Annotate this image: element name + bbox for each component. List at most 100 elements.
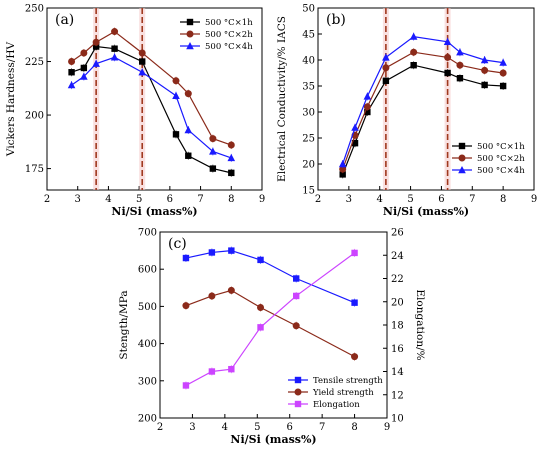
panel-1-series-0-point	[364, 108, 371, 116]
panel-2-legend-label: Elongation	[313, 400, 360, 410]
panel-1-frame	[317, 7, 535, 191]
panel-1-series-2-point	[456, 48, 464, 56]
panel-1-series-2-point	[480, 56, 489, 64]
panel-2-series-1-point	[351, 353, 359, 361]
panel-0-series-2-point	[138, 68, 147, 76]
panel-0-xtick-label: 2	[44, 194, 50, 205]
panel-0-series-0-point	[172, 131, 180, 138]
panel-1-legend-label: 500 °C×1h	[477, 142, 525, 152]
panel-0-ytick-label: 250	[25, 4, 44, 15]
panel-0-series-0-point	[228, 169, 235, 177]
panel-1-legend-marker	[458, 166, 466, 174]
panel-1-xtick-label: 5	[407, 194, 413, 205]
panel-1-xtick-label: 4	[377, 194, 383, 205]
panel-0-label: (a)	[55, 12, 74, 28]
panel-1-series-2-point	[443, 37, 452, 45]
panel-2-series-2-point	[351, 249, 358, 257]
panel-2-series-0-point	[208, 249, 216, 256]
panel-2-series-0-line	[185, 249, 355, 304]
panel-1-series-2-point	[363, 92, 372, 100]
panel-2-series-1-point	[227, 286, 235, 294]
panel-2-legend-marker	[294, 388, 302, 396]
panel-0-ytick-label: 225	[25, 57, 44, 68]
panel-2-xtick-label: 3	[189, 422, 195, 433]
panel-2-ytick-label: 300	[138, 376, 157, 387]
panel-2-xlabel: Ni/Si (mass%)	[230, 433, 316, 446]
panel-0-xlabel: Ni/Si (mass%)	[111, 205, 197, 218]
panel-2-series-2-point	[182, 382, 190, 389]
panel-0-series-1-point	[111, 28, 119, 36]
panel-1-ytick-label: 40	[302, 56, 315, 67]
panel-1-series-2-point	[409, 32, 418, 40]
panel-2-xtick-label: 8	[351, 422, 357, 433]
panel-1-series-1-point	[410, 48, 418, 56]
panel-0-series-1-point	[184, 90, 192, 98]
panel-2-xtick-label: 2	[157, 422, 163, 433]
panel-1-ytick-label: 45	[302, 30, 315, 41]
panel-0-series-2-point	[227, 153, 236, 162]
panel-1-series-1-point	[382, 64, 390, 72]
panel-2-series-1-point	[257, 304, 265, 312]
panel-1-xtick-label: 3	[346, 194, 352, 205]
panel-0-legend-marker	[186, 42, 194, 50]
panel-2-ytick-label: 700	[138, 228, 157, 239]
panel-2-ylabel: Stength/MPa	[118, 290, 130, 359]
panel-1-series-0-point	[481, 81, 488, 89]
panel-0-legend-marker	[186, 18, 194, 26]
panel-2-xtick-label: 5	[254, 422, 260, 433]
panel-2-ytick-label: 200	[138, 414, 157, 425]
panel-0-series-0-point	[209, 165, 217, 172]
panel-1-ytick-label: 50	[302, 4, 315, 15]
panel-0-ytick-label: 200	[25, 111, 44, 122]
panel-2-y2tick-label: 20	[391, 297, 404, 308]
panel-0-xtick-label: 5	[136, 194, 142, 205]
panel-1-xtick-label: 9	[531, 194, 537, 205]
panel-0-frame	[46, 7, 263, 191]
panel-2-ytick-label: 500	[138, 302, 157, 313]
panel-0-series-0-point	[111, 45, 118, 52]
panel-1-series-1-point	[339, 165, 347, 173]
panel-1-series-2-point	[382, 53, 390, 61]
panel-2-legend-label: Yield strength	[312, 388, 374, 398]
panel-1-ytick-label: 20	[302, 160, 315, 171]
panel-0-xtick-label: 8	[228, 194, 234, 205]
panel-2-series-0-point	[351, 299, 358, 306]
panel-0-series-1-point	[138, 49, 146, 57]
panel-1-series-0-point	[410, 62, 417, 69]
panel-1-xlabel: Ni/Si (mass%)	[383, 205, 469, 218]
panel-1-xtick-label: 2	[315, 194, 321, 205]
panel-2-y2tick-label: 10	[391, 414, 404, 425]
panel-1-xtick-label: 7	[469, 194, 475, 205]
panel-0-legend-marker	[186, 30, 194, 38]
panel-1-legend-marker	[458, 154, 466, 162]
panel-0-series-2-point	[80, 72, 88, 80]
panel-0-xtick-label: 7	[197, 194, 203, 205]
panel-0-legend-label: 500 °C×4h	[205, 42, 253, 52]
panel-1-series-1-point	[363, 103, 371, 111]
panel-2-xtick-label: 7	[319, 422, 325, 433]
panel-0-series-1-point	[209, 135, 217, 143]
panel-2-y2tick-label: 16	[391, 344, 404, 355]
panel-0-legend-label: 500 °C×1h	[205, 18, 253, 28]
panel-1-series-1-point	[444, 53, 452, 61]
panel-2-series-1-point	[208, 292, 216, 300]
panel-1-series-2-point	[338, 160, 347, 168]
panel-2-series-0-point	[257, 256, 264, 264]
panel-2-series-1-line	[185, 289, 355, 358]
panel-0-series-1-point	[92, 38, 100, 46]
panel-2-y2tick-label: 24	[391, 251, 404, 262]
panel-1-series-1-point	[481, 66, 489, 74]
panel-0-series-0-point	[80, 64, 88, 72]
panel-2-y2label: Elongation/%	[414, 289, 426, 360]
panel-2-y2tick-label: 12	[391, 390, 404, 401]
panel-2-xtick-label: 4	[222, 422, 228, 433]
panel-1-label: (b)	[326, 12, 346, 28]
panel-1-legend-label: 500 °C×4h	[477, 166, 525, 176]
panel-0-series-0-point	[92, 43, 100, 50]
panel-0-series-2-point	[110, 53, 119, 61]
panel-1-ytick-label: 25	[302, 134, 315, 145]
panel-2-legend-marker	[294, 400, 302, 408]
panel-2-series-2-point	[208, 368, 216, 375]
panel-2-ytick-label: 600	[138, 265, 157, 276]
